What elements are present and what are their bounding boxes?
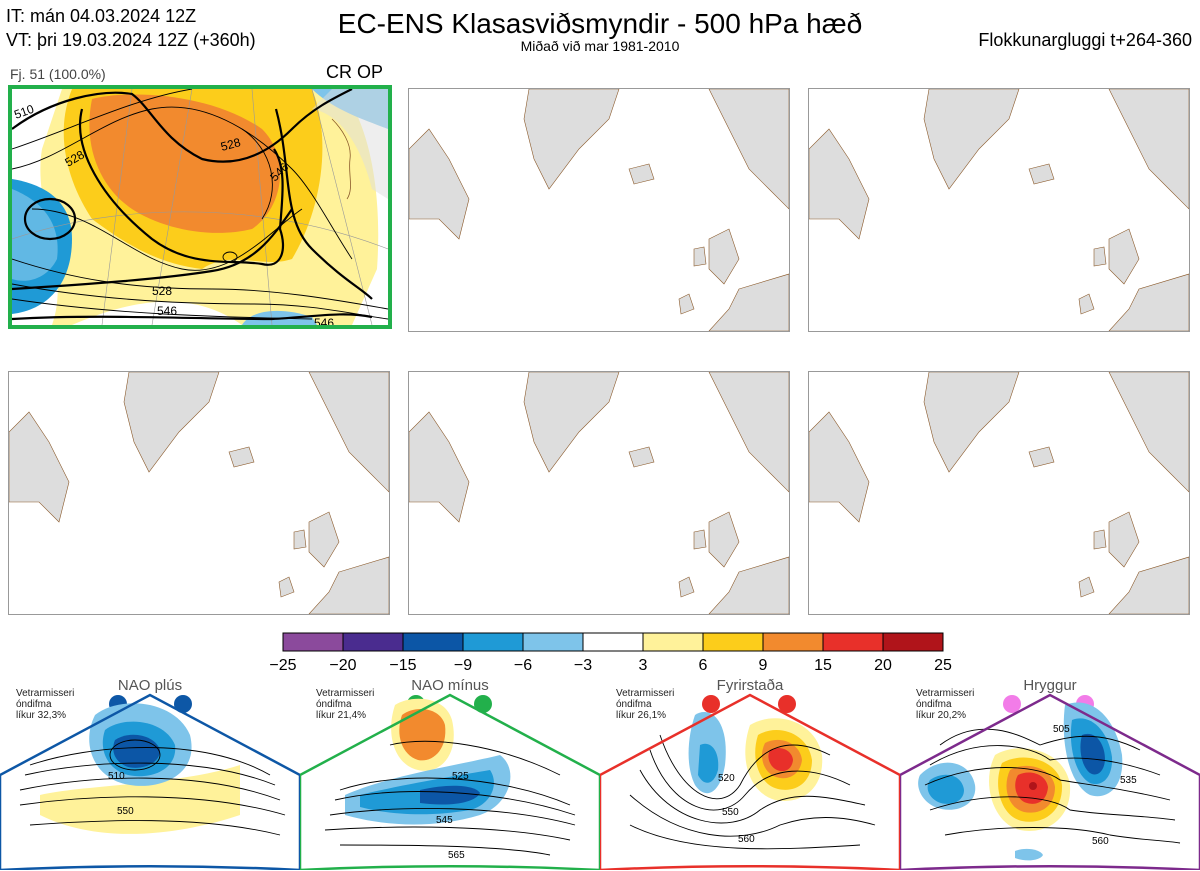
colorbar-tick-label: 3	[638, 657, 648, 674]
regime-contour-label: 535	[1120, 775, 1137, 786]
cluster-label: Fj. 51 (100.0%)	[10, 66, 106, 82]
colorbar-segment	[342, 632, 404, 652]
colorbar-segment	[522, 632, 584, 652]
regime-contour-label: 520	[718, 773, 735, 784]
regime-ridge[interactable]: Hryggur Vetrarmisseri óndifma líkur 20,2…	[900, 675, 1200, 870]
regime-name: NAO plús	[117, 677, 183, 694]
regime-name: Fyrirstaða	[716, 677, 784, 694]
cluster-map-svg: 510 528 528 546 528 546 546	[12, 89, 388, 325]
probability-text: líkur 26,1%	[616, 710, 667, 721]
contour-label: 528	[219, 135, 242, 154]
anomaly-text: óndifma	[316, 699, 352, 710]
regime-map-svg: 520 550 560	[600, 693, 900, 870]
regime-name: Hryggur	[1023, 677, 1077, 694]
cluster-map-3[interactable]	[808, 88, 1190, 332]
regime-marker	[1003, 695, 1021, 713]
classification-window: Flokkunargluggi t+264-360	[978, 30, 1192, 50]
regime-blocking[interactable]: Fyrirstaða Vetrarmisseri óndifma líkur 2…	[600, 675, 900, 870]
probability-text: líkur 32,3%	[16, 710, 67, 721]
colorbar-tick-label: −6	[513, 657, 533, 674]
colorbar-segment	[462, 632, 524, 652]
regime-contour-label: 550	[117, 806, 134, 817]
colorbar-tick-label: −25	[269, 657, 297, 674]
contour-label: 528	[152, 284, 172, 298]
regime-marker	[474, 695, 492, 713]
anomaly-orange	[89, 94, 281, 233]
regime-info: Vetrarmisseri óndifma líkur 21,4%	[316, 688, 374, 721]
colorbar-segment	[402, 632, 464, 652]
contour-label: 510	[12, 102, 36, 122]
contour-label: 546	[314, 316, 334, 325]
regime-marker	[778, 695, 796, 713]
regime-contour-label: 550	[722, 807, 739, 818]
map-svg	[809, 89, 1189, 331]
colorbar	[281, 632, 945, 657]
colorbar-tick-label: 6	[698, 657, 708, 674]
regime-info: Vetrarmisseri óndifma líkur 26,1%	[616, 688, 674, 721]
season-text: Vetrarmisseri	[316, 688, 375, 699]
valid-time: VT: þri 19.03.2024 12Z (+360h)	[6, 30, 256, 50]
regime-info: Vetrarmisseri óndifma líkur 32,3%	[16, 688, 74, 721]
cluster-map-5[interactable]	[408, 371, 790, 615]
probability-text: líkur 20,2%	[916, 710, 967, 721]
regime-contour-label: 560	[1092, 836, 1109, 847]
season-text: Vetrarmisseri	[16, 688, 75, 699]
contour-label: 546	[157, 304, 177, 318]
anomaly-text: óndifma	[916, 699, 952, 710]
regime-marker	[174, 695, 192, 713]
regime-nao-minus[interactable]: NAO mínus Vetrarmisseri óndifma líkur 21…	[300, 675, 600, 870]
regime-map-svg: 505 535 560	[900, 693, 1200, 870]
colorbar-tick-label: −20	[329, 657, 357, 674]
initial-time: IT: mán 04.03.2024 12Z	[6, 6, 197, 26]
page-title: EC-ENS Klasasviðsmyndir - 500 hPa hæð	[337, 8, 863, 39]
colorbar-segment	[282, 632, 344, 652]
colorbar-tick-label: −3	[573, 657, 593, 674]
page-subtitle: Miðað við mar 1981-2010	[520, 38, 680, 54]
colorbar-segment	[882, 632, 944, 652]
regime-contour-label: 545	[436, 815, 453, 826]
map-svg	[9, 372, 389, 614]
colorbar-segment	[702, 632, 764, 652]
colorbar-segment	[582, 632, 644, 652]
colorbar-tick-label: 25	[934, 657, 952, 674]
cluster-map-2[interactable]	[408, 88, 790, 332]
colorbar-tick-label: 20	[874, 657, 892, 674]
season-text: Vetrarmisseri	[916, 688, 975, 699]
anomaly-text: óndifma	[16, 699, 52, 710]
map-svg	[409, 89, 789, 331]
regime-contour-label: 505	[1053, 724, 1070, 735]
cluster-map-6[interactable]	[808, 371, 1190, 615]
season-text: Vetrarmisseri	[616, 688, 675, 699]
regime-name: NAO mínus	[411, 677, 489, 694]
colorbar-svg	[282, 632, 944, 652]
regime-marker	[702, 695, 720, 713]
regime-nao-plus[interactable]: NAO plús Vetrarmisseri óndifma líkur 32,…	[0, 675, 300, 870]
colorbar-tick-label: −15	[389, 657, 417, 674]
regime-contour-label: 510	[108, 771, 125, 782]
colorbar-tick-label: −9	[453, 657, 473, 674]
map-svg	[409, 372, 789, 614]
cluster-map-main[interactable]: 510 528 528 546 528 546 546	[8, 85, 392, 329]
regime-contour-label: 525	[452, 771, 469, 782]
regime-label: CR OP	[326, 62, 384, 82]
cluster-map-4[interactable]	[8, 371, 390, 615]
regime-map-svg: 510 550	[0, 693, 300, 870]
map-svg	[809, 372, 1189, 614]
header-left: IT: mán 04.03.2024 12Z VT: þri 19.03.202…	[6, 4, 256, 52]
regime-contour-label: 565	[448, 850, 465, 861]
colorbar-segment	[762, 632, 824, 652]
probability-text: líkur 21,4%	[316, 710, 367, 721]
colorbar-segment	[822, 632, 884, 652]
regime-contour-label: 560	[738, 834, 755, 845]
colorbar-tick-label: 9	[758, 657, 768, 674]
colorbar-segment	[642, 632, 704, 652]
anomaly-text: óndifma	[616, 699, 652, 710]
regime-info: Vetrarmisseri óndifma líkur 20,2%	[916, 688, 974, 721]
regime-map-svg: 525 545 565	[300, 693, 600, 870]
colorbar-tick-label: 15	[814, 657, 832, 674]
